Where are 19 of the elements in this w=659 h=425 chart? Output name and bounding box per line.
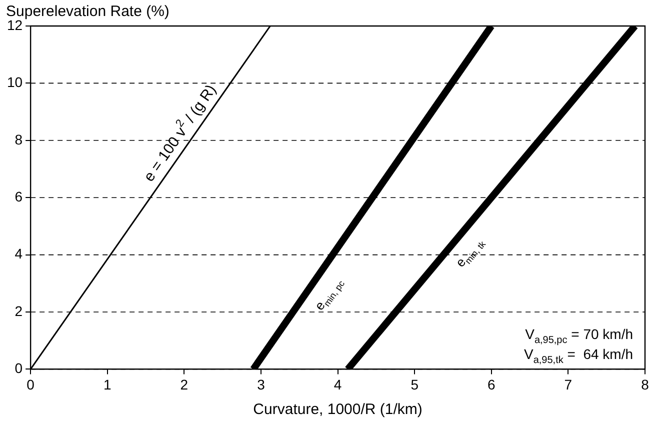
y-tick-label: 10 [6, 74, 23, 90]
y-tick-label: 6 [14, 188, 23, 204]
y-tick-label: 4 [14, 246, 23, 262]
annotation: emin, pc [312, 278, 347, 313]
x-tick-label: 8 [641, 376, 650, 392]
x-tick-label: 2 [180, 376, 188, 392]
x-tick-label: 5 [410, 376, 419, 392]
x-tick-label: 6 [487, 376, 496, 392]
x-tick-label: 1 [103, 376, 112, 392]
y-tick-label: 2 [14, 302, 23, 319]
y-tick-label: 0 [14, 360, 23, 376]
x-tick-label: 4 [334, 376, 342, 392]
x-axis-title: Curvature, 1000/R (1/km) [253, 401, 422, 418]
annotation: emin, tk [452, 238, 488, 270]
y-tick-label: 8 [14, 131, 23, 148]
annotation: e = 100 v2 / (g R) [140, 82, 220, 185]
x-tick-label: 0 [26, 376, 35, 392]
x-tick-label: 7 [564, 376, 572, 392]
x-tick-label: 3 [257, 376, 266, 392]
